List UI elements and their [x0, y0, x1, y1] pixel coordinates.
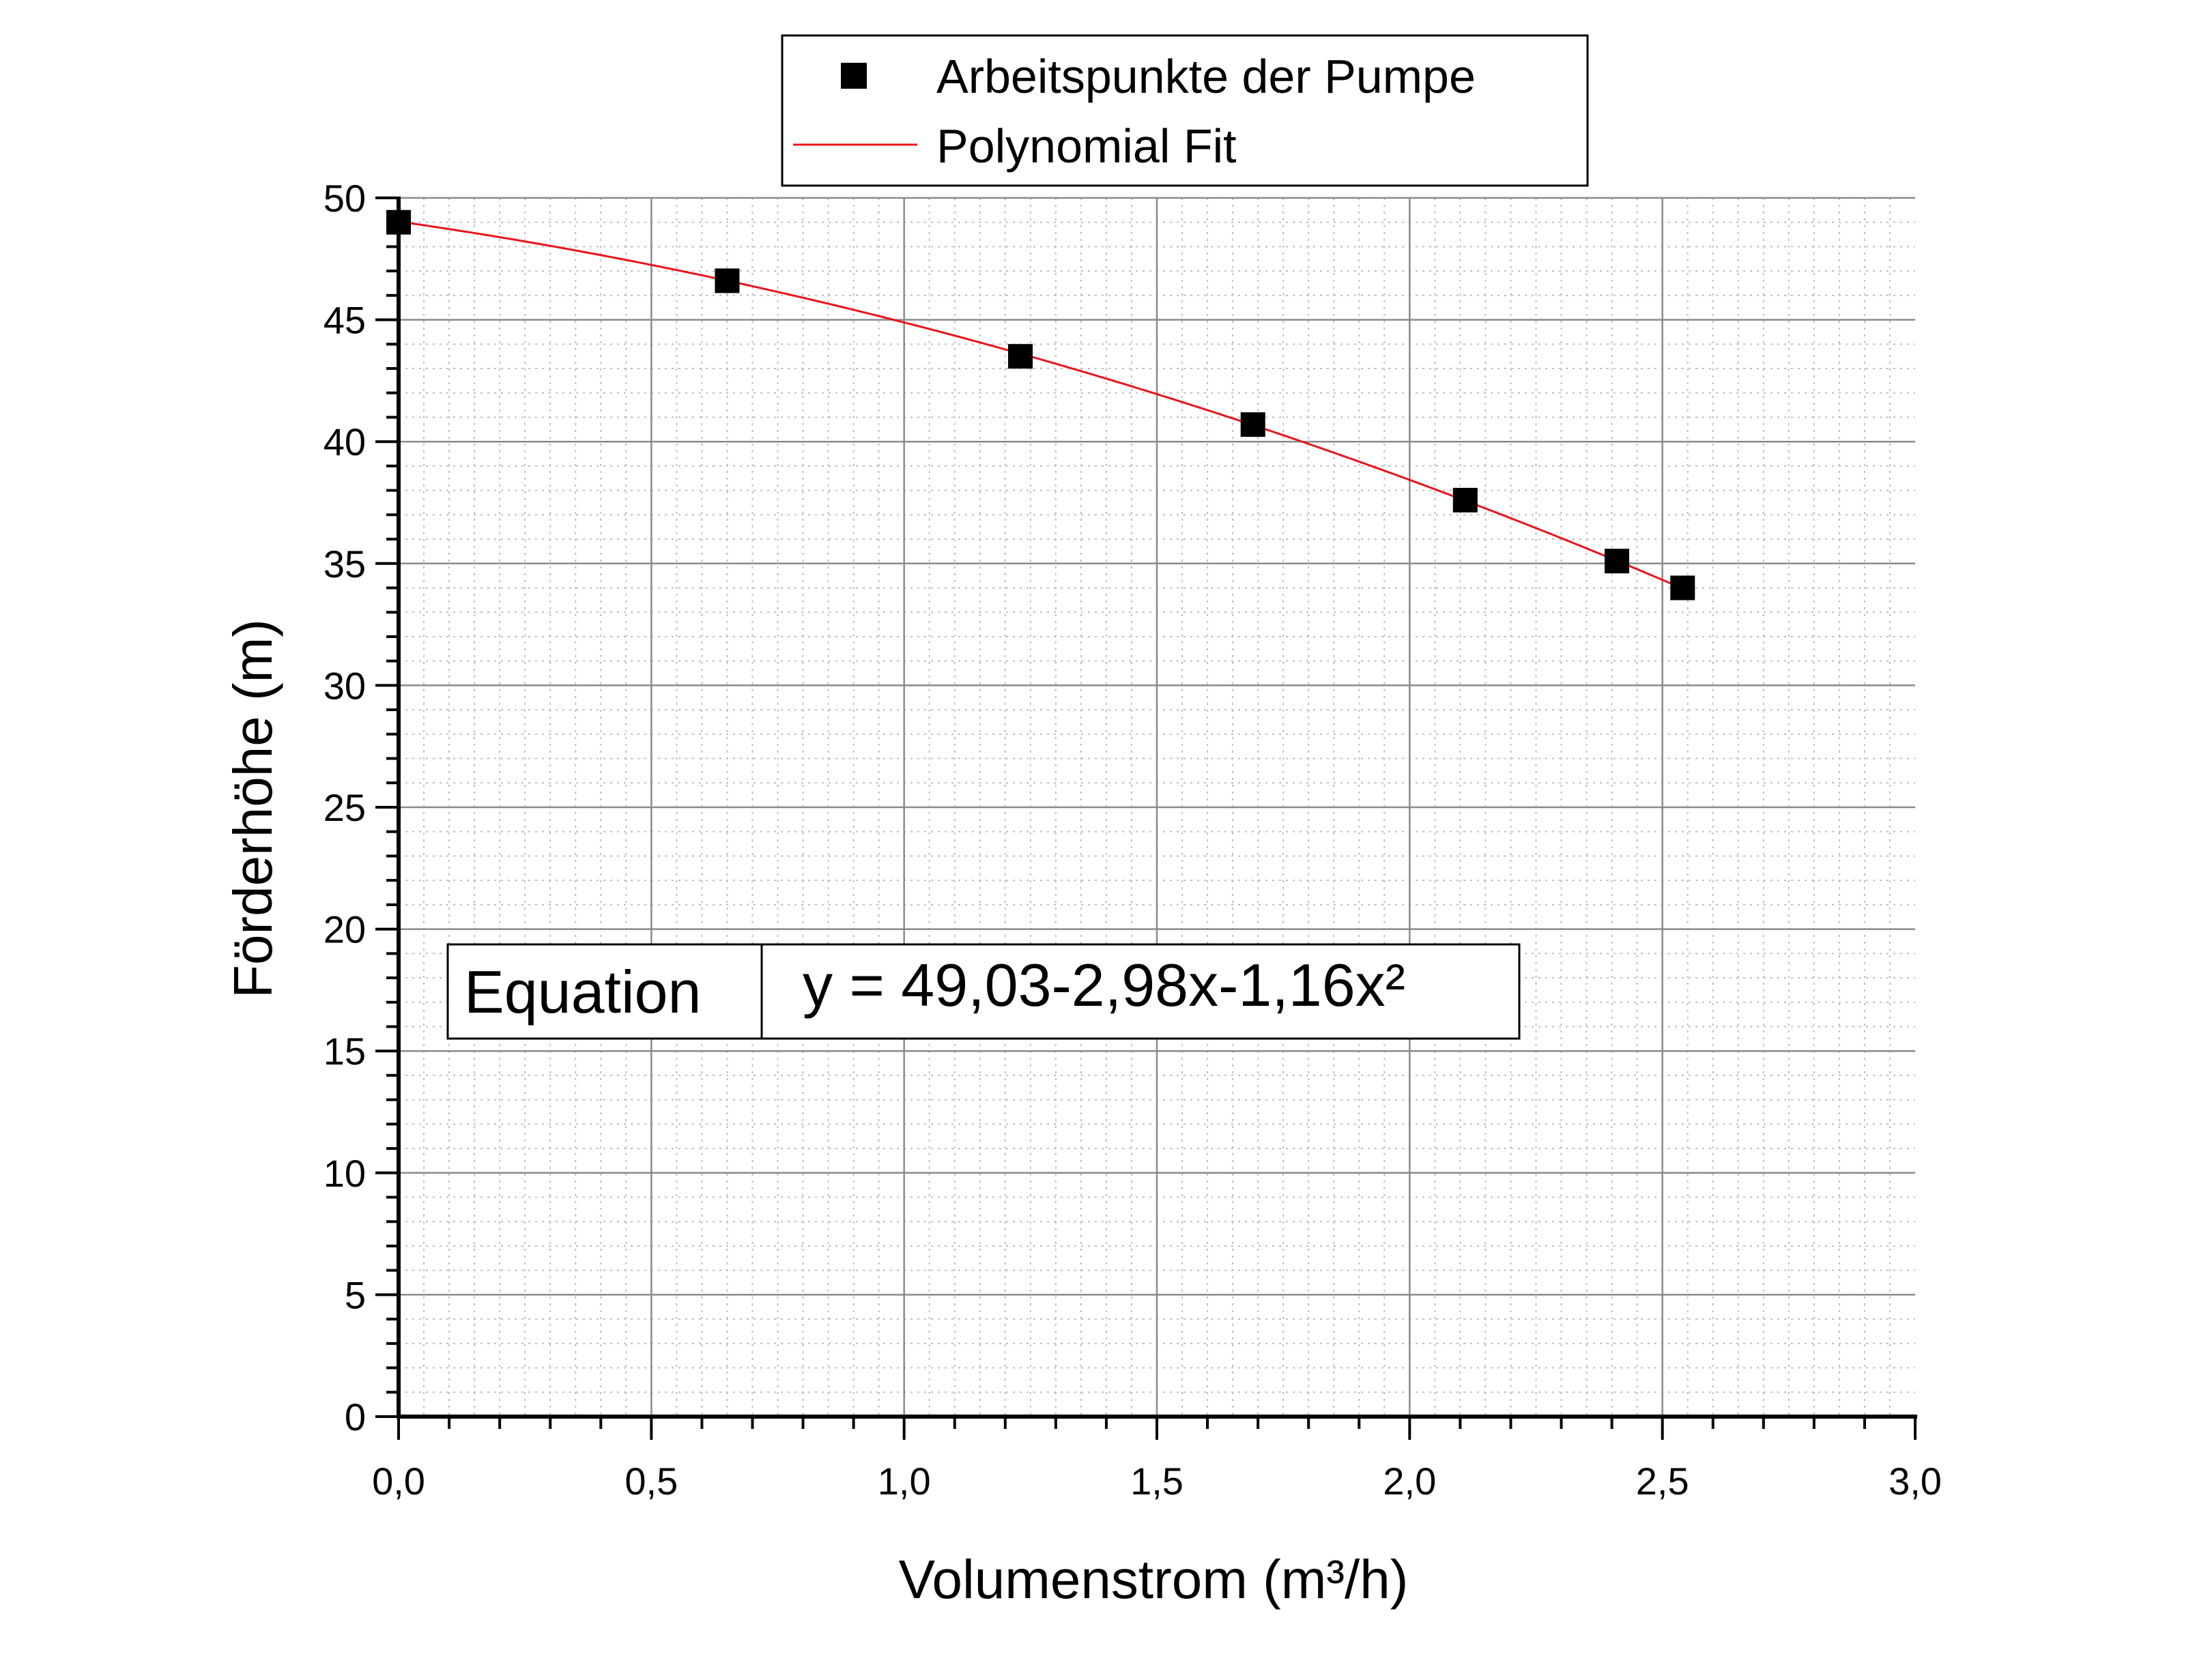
- equation-box: Equation y = 49,03-2,98x-1,16x²: [446, 943, 1521, 1040]
- legend-label-fit: Polynomial Fit: [936, 119, 1237, 173]
- legend: Arbeitspunkte der Pumpe Polynomial Fit: [781, 34, 1589, 187]
- x-tick-label: 3,0: [1889, 1460, 1942, 1503]
- y-tick-label: 25: [324, 786, 366, 829]
- data-point: [1240, 412, 1265, 437]
- y-tick-label: 5: [345, 1273, 366, 1316]
- x-tick-label: 2,5: [1636, 1460, 1689, 1503]
- equation-label: Equation: [464, 958, 701, 1026]
- y-tick-labels: 0 5 10 15 20 25 30 35 40 45 50: [324, 177, 366, 1438]
- y-tick-label: 0: [345, 1395, 366, 1438]
- y-tick-label: 30: [324, 664, 366, 707]
- y-tick-label: 40: [324, 420, 366, 463]
- x-axis-title: Volumenstrom (m³/h): [899, 1549, 1409, 1610]
- x-tick-label: 1,5: [1130, 1460, 1183, 1503]
- equation-box-frame: [446, 943, 1521, 1040]
- y-axis-title: Förderhöhe (m): [223, 619, 283, 998]
- legend-box: [781, 34, 1589, 187]
- data-point: [1008, 344, 1033, 369]
- data-point: [1605, 549, 1630, 574]
- equation-value: y = 49,03-2,98x-1,16x²: [803, 951, 1405, 1019]
- y-tick-label: 45: [324, 299, 366, 342]
- y-tick-label: 10: [324, 1152, 366, 1195]
- x-tick-label: 0,5: [625, 1460, 678, 1503]
- x-tick-label: 0,0: [372, 1460, 425, 1503]
- data-point: [1452, 487, 1478, 512]
- legend-marker-square: [841, 63, 867, 89]
- points-layer: [386, 209, 1695, 600]
- y-tick-label: 50: [324, 177, 366, 220]
- data-point: [1670, 575, 1695, 600]
- y-tick-label: 15: [324, 1030, 366, 1073]
- data-point: [386, 209, 411, 235]
- legend-label-points: Arbeitspunkte der Pumpe: [936, 50, 1476, 103]
- tick-marks: [375, 197, 1917, 1440]
- x-tick-label: 2,0: [1383, 1460, 1436, 1503]
- major-grid: [399, 197, 1915, 1417]
- data-point: [715, 268, 740, 293]
- y-tick-label: 35: [324, 542, 366, 585]
- x-tick-labels: 0,0 0,5 1,0 1,5 2,0 2,5 3,0: [372, 1460, 1942, 1503]
- x-tick-label: 1,0: [878, 1460, 931, 1503]
- y-tick-label: 20: [324, 908, 366, 951]
